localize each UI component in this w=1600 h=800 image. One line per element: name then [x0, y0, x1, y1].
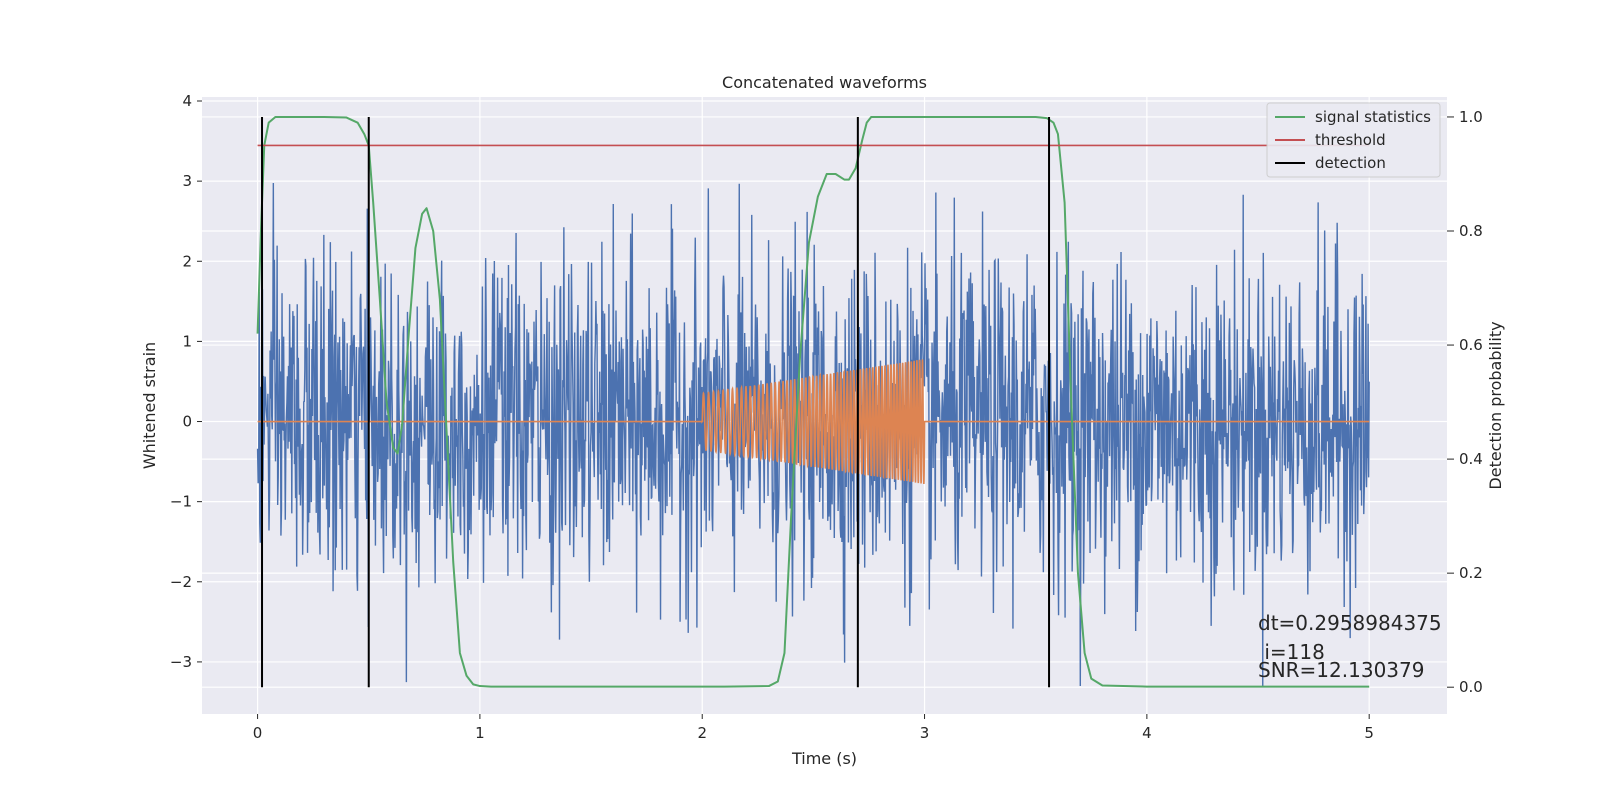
- legend: signal statistics threshold detection: [1266, 102, 1441, 178]
- x-tick-label: 1: [475, 724, 485, 742]
- y-tick-label: −1: [170, 493, 192, 511]
- y-tick-label: 2: [182, 252, 192, 270]
- x-tick-label: 2: [697, 724, 707, 742]
- x-tick-label: 0: [253, 724, 263, 742]
- y-tick-label: −3: [170, 653, 192, 671]
- legend-box: [1266, 102, 1441, 178]
- x-tick-label: 5: [1364, 724, 1374, 742]
- legend-label-signal-statistics: signal statistics: [1315, 108, 1431, 126]
- y-axis-ticks: −3 −2 −1 0 1 2 3 4: [170, 92, 202, 671]
- chirp-series: [257, 359, 1370, 484]
- y-tick-label: −2: [170, 573, 192, 591]
- y2-axis-ticks: 0.0 0.2 0.4 0.6 0.8 1.0: [1447, 108, 1483, 696]
- y-tick-label: 1: [182, 332, 192, 350]
- y2-tick-label: 0.2: [1459, 564, 1483, 582]
- y2-tick-label: 1.0: [1459, 108, 1483, 126]
- legend-label-threshold: threshold: [1315, 131, 1386, 149]
- annotation-snr: SNR=12.130379: [1258, 658, 1424, 682]
- legend-label-detection: detection: [1315, 154, 1386, 172]
- x-axis-ticks: 0 1 2 3 4 5: [253, 714, 1374, 742]
- x-axis-label: Time (s): [791, 749, 857, 768]
- y2-tick-label: 0.8: [1459, 222, 1483, 240]
- y2-axis-label: Detection probability: [1486, 321, 1505, 489]
- y2-tick-label: 0.6: [1459, 336, 1483, 354]
- y2-tick-label: 0.0: [1459, 678, 1483, 696]
- y-tick-label: 3: [182, 172, 192, 190]
- chart-title: Concatenated waveforms: [722, 73, 927, 92]
- probability-series: [256, 115, 1370, 688]
- y2-tick-label: 0.4: [1459, 450, 1483, 468]
- x-tick-label: 3: [920, 724, 930, 742]
- annotation-dt: dt=0.2958984375: [1258, 611, 1442, 635]
- x-tick-label: 4: [1142, 724, 1152, 742]
- chirp-line: [257, 359, 1370, 484]
- y-tick-label: 4: [182, 92, 192, 110]
- noise-series: [256, 183, 1370, 686]
- annotation-i: i=118: [1258, 640, 1325, 664]
- y-axis-label: Whitened strain: [140, 342, 159, 469]
- noise-line: [256, 183, 1370, 686]
- y-tick-label: 0: [182, 413, 192, 431]
